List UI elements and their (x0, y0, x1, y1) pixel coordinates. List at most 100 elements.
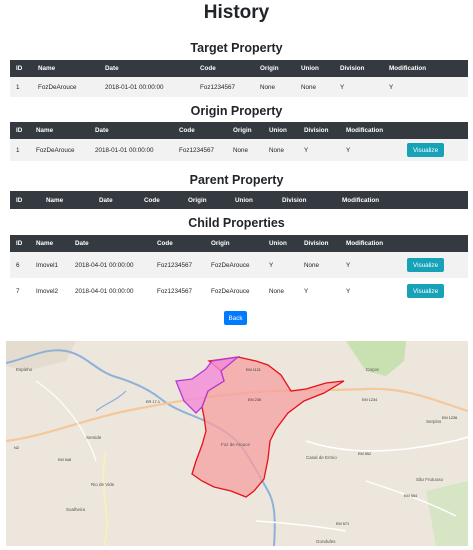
column-header-division: Division (304, 127, 329, 134)
visualize-button[interactable]: Visualize (407, 284, 445, 298)
child-properties-table: ID Name Date Code Origin Union Division … (10, 235, 468, 304)
cell-origin: None (260, 83, 276, 91)
road (305, 436, 468, 452)
map-label-gondufes: Gondufes (316, 539, 336, 544)
road-label-em1121: EM 1121 (246, 368, 261, 372)
page-title: History (203, 2, 270, 23)
road (365, 480, 457, 517)
table-row: 7 Imovel2 2018-04-01 00:00:00 Foz1234567… (10, 278, 468, 304)
column-header-origin: Origin (233, 127, 252, 134)
column-header-union: Union (235, 196, 253, 204)
forest-area (426, 481, 468, 546)
visualize-button[interactable]: Visualize (407, 143, 445, 157)
table-header-row: ID Name Date Code Origin Union Division … (10, 191, 468, 209)
visualize-button[interactable]: Visualize (407, 258, 445, 272)
parent-property-title: Parent Property (189, 173, 284, 187)
target-property-title: Target Property (190, 41, 283, 55)
column-header-name: Name (38, 65, 56, 72)
table-row: 6 Imovel1 2018-04-01 00:00:00 Foz1234567… (10, 252, 468, 278)
column-header-modification: Modification (346, 127, 384, 134)
map-label-soalheira: Soalheira (66, 507, 86, 512)
cell-date: 2018-04-01 00:00:00 (75, 261, 134, 269)
column-header-id: ID (16, 196, 23, 204)
cell-division: None (304, 261, 320, 269)
column-header-name: Name (36, 240, 54, 247)
column-header-date: Date (95, 127, 109, 134)
map-canvas[interactable]: Foz de Arouce Serpins Semide Rio de Vide… (6, 341, 468, 546)
column-header-code: Code (157, 240, 173, 247)
table-header-row: ID Name Date Code Origin Union Division … (10, 60, 468, 77)
river (95, 390, 127, 412)
map-label-rio-vide: Rio de Vide (91, 482, 115, 487)
cell-code: Foz1234567 (157, 287, 193, 295)
cell-id: 1 (16, 83, 20, 91)
division-polygon[interactable] (191, 356, 345, 498)
child-properties-title: Child Properties (188, 216, 285, 230)
cell-name: FozDeArouce (36, 146, 75, 154)
forest-area (346, 341, 406, 376)
table-header-row: ID Name Date Code Origin Union Division … (10, 122, 468, 139)
road-label-n2: N2 (14, 446, 19, 450)
column-header-modification: Modification (342, 196, 380, 204)
cell-id: 6 (16, 261, 20, 269)
cell-name: FozDeArouce (38, 83, 77, 91)
column-header-name: Name (36, 127, 54, 134)
cell-union: None (301, 83, 317, 91)
target-property-table: ID Name Date Code Origin Union Division … (10, 60, 468, 97)
column-header-date: Date (75, 240, 89, 247)
column-header-modification: Modification (389, 65, 427, 72)
cell-union: Y (269, 261, 274, 269)
cell-division: Y (340, 83, 345, 91)
terrain-area (6, 341, 76, 371)
road-label-em552: EM 552 (358, 452, 371, 456)
column-header-date: Date (105, 65, 119, 72)
column-header-division: Division (282, 196, 307, 204)
cell-name: Imovel1 (36, 261, 59, 269)
road-label-em548: EM 548 (58, 458, 71, 462)
cell-code: Foz1234567 (200, 83, 236, 91)
map-label-town: Foz de Arouce (221, 442, 251, 447)
cell-actions: Visualize (401, 139, 468, 161)
map-label-semide: Semide (86, 435, 102, 440)
column-header-date: Date (99, 196, 113, 204)
cell-modification: Y (346, 261, 351, 269)
cell-id: 7 (16, 287, 20, 295)
cell-actions: Visualize (401, 252, 468, 278)
cell-date: 2018-01-01 00:00:00 (95, 146, 154, 154)
column-header-division: Division (340, 65, 365, 72)
column-header-id: ID (16, 127, 23, 134)
cell-modification: Y (389, 83, 394, 91)
road (255, 520, 347, 532)
column-header-origin: Origin (260, 65, 279, 72)
road-label-em1236: EM 1236 (442, 416, 457, 420)
origin-property-table: ID Name Date Code Origin Union Division … (10, 122, 468, 161)
map-label-sao-frutuoso: São Frutuoso (416, 477, 444, 482)
table-row: 1 FozDeArouce 2018-01-01 00:00:00 Foz123… (10, 139, 468, 161)
cell-code: Foz1234567 (157, 261, 193, 269)
cell-division: Y (304, 287, 309, 295)
river (6, 349, 276, 546)
road-label-er171: ER 17-1 (146, 400, 160, 404)
cell-origin: FozDeArouce (211, 287, 250, 295)
column-header-modification: Modification (346, 240, 384, 247)
property-map[interactable]: Foz de Arouce Serpins Semide Rio de Vide… (6, 341, 468, 546)
cell-origin: FozDeArouce (211, 261, 250, 269)
cell-modification: Y (346, 146, 351, 154)
map-label-casal: Casal de Ermio (306, 455, 337, 460)
column-header-id: ID (16, 240, 23, 247)
table-header-row: ID Name Date Code Origin Union Division … (10, 235, 468, 252)
column-header-division: Division (304, 240, 329, 247)
cell-id: 1 (16, 146, 20, 154)
cell-date: 2018-04-01 00:00:00 (75, 287, 134, 295)
column-header-code: Code (200, 65, 216, 72)
cell-union: None (269, 287, 285, 295)
map-label-serpins: Serpins (426, 419, 442, 424)
table-row: 1 FozDeArouce 2018-01-01 00:00:00 Foz123… (10, 77, 468, 97)
column-header-actions (401, 122, 468, 139)
map-label-cacos: Caços (366, 367, 380, 372)
column-header-name: Name (46, 196, 64, 204)
origin-property-title: Origin Property (190, 104, 283, 118)
column-header-code: Code (179, 127, 195, 134)
child-polygon[interactable] (175, 355, 241, 414)
back-button[interactable]: Back (224, 311, 247, 325)
